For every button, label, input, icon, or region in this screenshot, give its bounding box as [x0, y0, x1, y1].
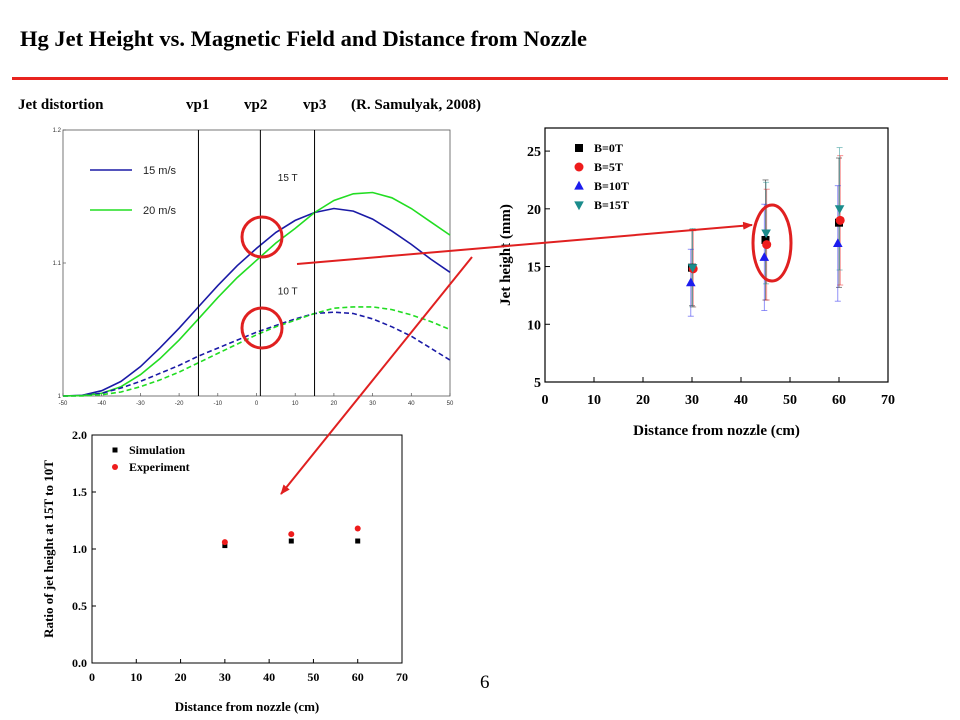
height-x-axis-label: Distance from nozzle (cm) — [633, 423, 800, 439]
height-y-tick-label-4: 25 — [527, 145, 541, 160]
height-x-tick-label-2: 20 — [636, 393, 650, 408]
ratio-x-tick-label-7: 70 — [396, 670, 408, 684]
dist-x-tick-label-7: 20 — [331, 401, 338, 407]
jet-height-chart: 0 10 20 30 40 50 60 70 5 10 15 20 25 Distance from no… — [498, 127, 895, 439]
dist-x-tick-label-3: -20 — [175, 401, 184, 407]
ratio-x-tick-label-4: 40 — [263, 670, 275, 684]
height-plot-frame — [544, 127, 889, 383]
ratio-x-axis-label: Distance from nozzle (cm) — [175, 699, 320, 714]
ratio-point-1-0 — [221, 539, 228, 546]
height-point-2-2 — [833, 238, 843, 248]
caption-jet-distortion: Jet distortion — [18, 97, 104, 113]
ratio-x-tick-label-6: 60 — [352, 670, 364, 684]
dist-y-tick-label-2: 1.2 — [53, 128, 62, 134]
caption-vp1: vp1 — [186, 97, 210, 113]
height-legend-label-1: B=5T — [594, 160, 623, 174]
jet-distortion-chart: -50 -40 -30 -20 -10 0 10 20 30 40 50 1 1.1 1.2 15 m/s 2… — [53, 128, 454, 407]
dist-x-tick-label-8: 30 — [369, 401, 376, 407]
height-point-3-1 — [761, 229, 771, 239]
title-rule — [12, 77, 948, 80]
highlight-circle-10t — [240, 306, 284, 350]
dist-annotation-10t: 10 T — [278, 286, 298, 297]
ratio-y-tick-label-1: 0.5 — [72, 599, 87, 613]
ratio-point-0-1 — [288, 538, 294, 544]
ratio-y-tick-label-3: 1.5 — [72, 485, 87, 499]
ratio-x-tick-label-1: 10 — [130, 670, 142, 684]
dist-legend-label-1: 20 m/s — [143, 205, 177, 217]
dist-x-tick-label-1: -40 — [97, 401, 106, 407]
height-point-2-1 — [759, 252, 770, 261]
annotation-layer — [240, 203, 793, 495]
ratio-y-tick-label-4: 2.0 — [72, 428, 87, 442]
dist-series-line-0 — [62, 207, 451, 397]
dist-x-tick-label-4: -10 — [213, 401, 222, 407]
dist-x-tick-label-9: 40 — [408, 401, 415, 407]
dist-y-tick-label-0: 1 — [58, 394, 62, 400]
dist-x-tick-label-0: -50 — [59, 401, 68, 407]
dist-annotation-15t: 15 T — [278, 173, 298, 184]
height-legend-label-3: B=15T — [594, 198, 629, 212]
height-y-tick-label-1: 10 — [527, 318, 541, 333]
arrow-to-ratio-chart — [280, 256, 473, 495]
dist-x-tick-label-5: 0 — [255, 401, 259, 407]
height-point-0-1 — [761, 235, 770, 244]
height-legend-label-2: B=10T — [594, 179, 629, 193]
ratio-point-1-1 — [288, 531, 295, 538]
height-legend-marker-0 — [575, 144, 583, 152]
height-legend-marker-3 — [574, 201, 584, 211]
dist-plot-frame — [62, 129, 451, 397]
height-legend-label-0: B=0T — [594, 141, 623, 155]
height-x-tick-label-6: 60 — [832, 393, 846, 408]
height-x-tick-label-0: 0 — [542, 393, 549, 408]
highlight-circle-15t — [240, 215, 284, 259]
ratio-x-tick-label-5: 50 — [307, 670, 319, 684]
height-x-tick-label-5: 50 — [783, 393, 797, 408]
ratio-x-tick-label-3: 30 — [219, 670, 231, 684]
ratio-legend-label-1: Experiment — [129, 460, 190, 474]
arrow-to-height-chart — [296, 221, 753, 265]
dist-series-line-2 — [62, 311, 451, 397]
height-point-3-0 — [687, 264, 698, 273]
highlight-ellipse-45cm — [751, 203, 793, 283]
dist-legend-label-0: 15 m/s — [143, 165, 177, 177]
ratio-legend-marker-1 — [112, 464, 118, 470]
height-x-tick-label-4: 40 — [734, 393, 748, 408]
ratio-point-1-2 — [354, 525, 361, 532]
ratio-x-tick-label-0: 0 — [89, 670, 95, 684]
height-point-1-2 — [835, 215, 845, 225]
ratio-y-axis-label: Ratio of jet height at 15T to 10T — [41, 460, 56, 638]
ratio-legend-marker-0 — [112, 447, 118, 453]
dist-x-tick-label-10: 50 — [447, 401, 454, 407]
dist-series-line-3 — [62, 306, 451, 397]
dist-y-tick-label-1: 1.1 — [53, 261, 62, 267]
height-point-2-0 — [686, 277, 696, 287]
height-x-tick-label-7: 70 — [881, 393, 895, 408]
ratio-y-tick-label-0: 0.0 — [72, 656, 87, 670]
caption-reference: (R. Samulyak, 2008) — [351, 97, 482, 113]
ratio-legend-label-0: Simulation — [129, 443, 185, 457]
ratio-chart: 0 10 20 30 40 50 60 70 0.0 0.5 1.0 1.5 2.0 Distance f… — [41, 428, 408, 714]
dist-x-tick-label-6: 10 — [292, 401, 299, 407]
ratio-x-tick-label-2: 20 — [175, 670, 187, 684]
slide-title: Hg Jet Height vs. Magnetic Field and Dis… — [20, 26, 587, 51]
dist-x-tick-label-2: -30 — [136, 401, 145, 407]
height-x-tick-label-3: 30 — [685, 393, 699, 408]
dist-series-line-1 — [62, 191, 451, 397]
height-legend-marker-2 — [574, 180, 584, 190]
height-point-3-2 — [834, 205, 845, 215]
height-y-axis-label: Jet height (mm) — [498, 204, 514, 306]
page-number: 6 — [480, 672, 490, 693]
height-y-tick-label-2: 15 — [527, 261, 541, 276]
ratio-point-0-2 — [355, 538, 361, 544]
height-point-1-1 — [762, 240, 772, 250]
caption-vp2: vp2 — [244, 97, 268, 113]
ratio-point-0-0 — [222, 543, 228, 549]
height-y-tick-label-3: 20 — [527, 203, 541, 218]
height-y-tick-label-0: 5 — [534, 376, 541, 391]
caption-vp3: vp3 — [303, 97, 327, 113]
height-legend-marker-1 — [574, 162, 584, 172]
height-x-tick-label-1: 10 — [587, 393, 601, 408]
ratio-y-tick-label-2: 1.0 — [72, 542, 87, 556]
